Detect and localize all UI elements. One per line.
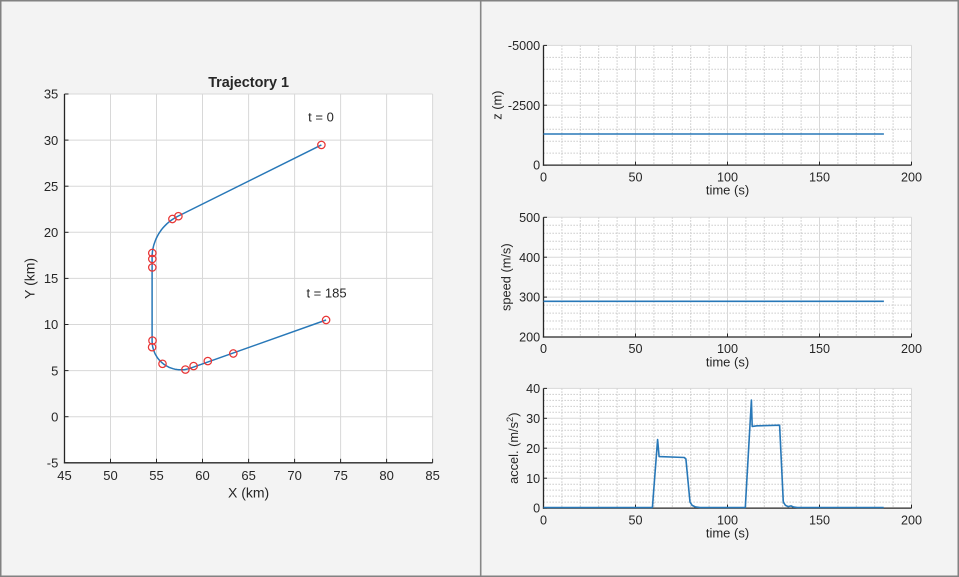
svg-text:30: 30: [44, 133, 58, 148]
svg-text:t = 185: t = 185: [306, 286, 346, 301]
svg-text:200: 200: [901, 513, 922, 527]
svg-text:z (m): z (m): [490, 91, 505, 120]
svg-text:100: 100: [717, 170, 738, 184]
svg-text:-2500: -2500: [508, 99, 540, 113]
svg-text:0: 0: [540, 342, 547, 356]
svg-text:80: 80: [379, 468, 393, 483]
svg-text:100: 100: [717, 342, 738, 356]
svg-text:50: 50: [628, 170, 642, 184]
svg-text:Trajectory 1: Trajectory 1: [208, 75, 289, 91]
svg-text:400: 400: [519, 251, 540, 265]
svg-text:accel. (m/s2): accel. (m/s2): [505, 413, 521, 484]
svg-text:Y (km): Y (km): [22, 258, 38, 299]
svg-text:time (s): time (s): [706, 526, 749, 541]
svg-text:55: 55: [149, 468, 163, 483]
svg-text:60: 60: [195, 468, 209, 483]
svg-text:0: 0: [533, 159, 540, 173]
svg-text:time (s): time (s): [706, 355, 749, 370]
svg-text:35: 35: [44, 87, 58, 102]
svg-text:20: 20: [526, 442, 540, 456]
svg-text:300: 300: [519, 291, 540, 305]
svg-text:40: 40: [526, 382, 540, 396]
svg-text:200: 200: [901, 170, 922, 184]
svg-text:10: 10: [44, 317, 58, 332]
svg-text:0: 0: [51, 409, 58, 424]
svg-text:0: 0: [540, 513, 547, 527]
svg-text:50: 50: [628, 342, 642, 356]
svg-text:X (km): X (km): [228, 484, 269, 500]
svg-text:75: 75: [333, 468, 347, 483]
svg-text:-5000: -5000: [508, 39, 540, 53]
svg-text:65: 65: [241, 468, 255, 483]
svg-text:20: 20: [44, 225, 58, 240]
svg-text:t = 0: t = 0: [308, 109, 334, 124]
svg-text:0: 0: [540, 170, 547, 184]
svg-text:150: 150: [809, 513, 830, 527]
svg-text:25: 25: [44, 179, 58, 194]
svg-text:200: 200: [901, 342, 922, 356]
svg-text:0: 0: [533, 502, 540, 516]
svg-text:speed (m/s): speed (m/s): [499, 243, 514, 311]
svg-text:15: 15: [44, 271, 58, 286]
svg-text:85: 85: [425, 468, 439, 483]
svg-text:45: 45: [57, 468, 71, 483]
svg-text:time (s): time (s): [706, 183, 749, 198]
svg-text:10: 10: [526, 472, 540, 486]
svg-text:70: 70: [287, 468, 301, 483]
svg-text:100: 100: [717, 513, 738, 527]
svg-text:-5: -5: [47, 456, 59, 471]
svg-text:150: 150: [809, 342, 830, 356]
svg-text:5: 5: [51, 363, 58, 378]
svg-text:150: 150: [809, 170, 830, 184]
svg-text:50: 50: [628, 513, 642, 527]
svg-text:500: 500: [519, 211, 540, 225]
svg-text:30: 30: [526, 412, 540, 426]
svg-text:50: 50: [103, 468, 117, 483]
svg-text:200: 200: [519, 331, 540, 345]
